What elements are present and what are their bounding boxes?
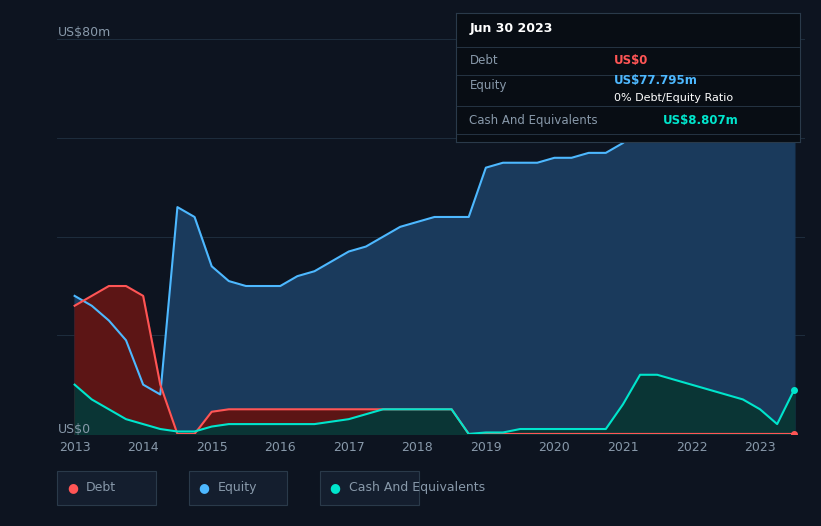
Text: ●: ● [329, 481, 341, 494]
Text: Jun 30 2023: Jun 30 2023 [470, 22, 553, 35]
Text: US$77.795m: US$77.795m [614, 74, 698, 87]
Text: Debt: Debt [470, 54, 498, 67]
Text: US$0: US$0 [57, 423, 90, 437]
Text: Cash And Equivalents: Cash And Equivalents [349, 481, 485, 494]
Text: ●: ● [198, 481, 209, 494]
Text: US$8.807m: US$8.807m [663, 114, 738, 127]
Text: Equity: Equity [218, 481, 257, 494]
Text: US$80m: US$80m [57, 26, 111, 39]
Text: 0% Debt/Equity Ratio: 0% Debt/Equity Ratio [614, 93, 733, 103]
Text: ●: ● [67, 481, 78, 494]
Text: Cash And Equivalents: Cash And Equivalents [470, 114, 598, 127]
Text: US$0: US$0 [614, 54, 649, 67]
Text: Debt: Debt [86, 481, 117, 494]
Text: Equity: Equity [470, 79, 507, 92]
